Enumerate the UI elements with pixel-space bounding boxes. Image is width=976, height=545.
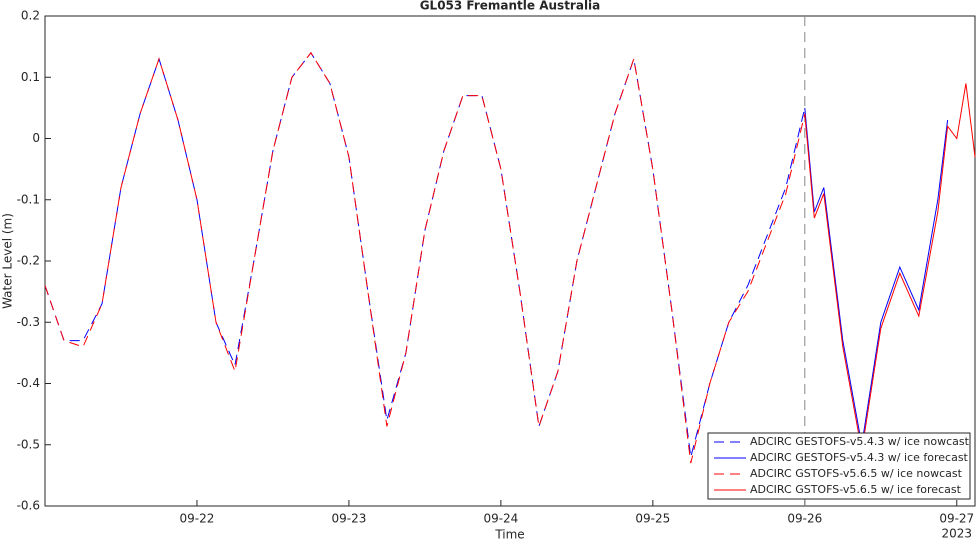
x-tick-label: 09-23: [331, 512, 366, 526]
legend-box: [707, 432, 971, 500]
series-line: [44, 51, 806, 458]
y-tick-label: -0.6: [17, 499, 40, 513]
y-tick-label: 0: [32, 131, 40, 145]
y-tick-label: -0.1: [17, 192, 40, 206]
x-tick-label: 09-22: [180, 512, 215, 526]
legend-label: ADCIRC GESTOFS-v5.4.3 w/ ice nowcast: [750, 435, 970, 448]
y-tick-label: 0.2: [21, 9, 40, 23]
legend-label: ADCIRC GSTOFS-v5.6.5 w/ ice forecast: [750, 483, 962, 496]
x-tick-label: 09-27: [939, 512, 974, 526]
legend-label: ADCIRC GESTOFS-v5.4.3 w/ ice forecast: [750, 451, 969, 464]
series-line: [804, 83, 976, 451]
y-tick-label: -0.3: [17, 315, 40, 329]
y-tick-label: -0.5: [17, 437, 40, 451]
x-axis-label: Time: [494, 528, 524, 542]
legend-label: ADCIRC GSTOFS-v5.6.5 w/ ice nowcast: [750, 467, 963, 480]
series-line: [44, 51, 806, 464]
y-tick-label: 0.1: [21, 70, 40, 84]
x-tick-label: 09-25: [635, 512, 670, 526]
series-line: [804, 107, 949, 445]
y-tick-label: -0.2: [17, 254, 40, 268]
x-year-label: 2023: [941, 527, 972, 541]
chart-title: GL053 Fremantle Australia: [420, 0, 601, 13]
y-tick-label: -0.4: [17, 376, 40, 390]
plot-area: [44, 15, 976, 507]
x-tick-label: 09-26: [787, 512, 822, 526]
x-tick-label: 09-24: [483, 512, 518, 526]
y-axis-label: Water Level (m): [1, 213, 15, 309]
